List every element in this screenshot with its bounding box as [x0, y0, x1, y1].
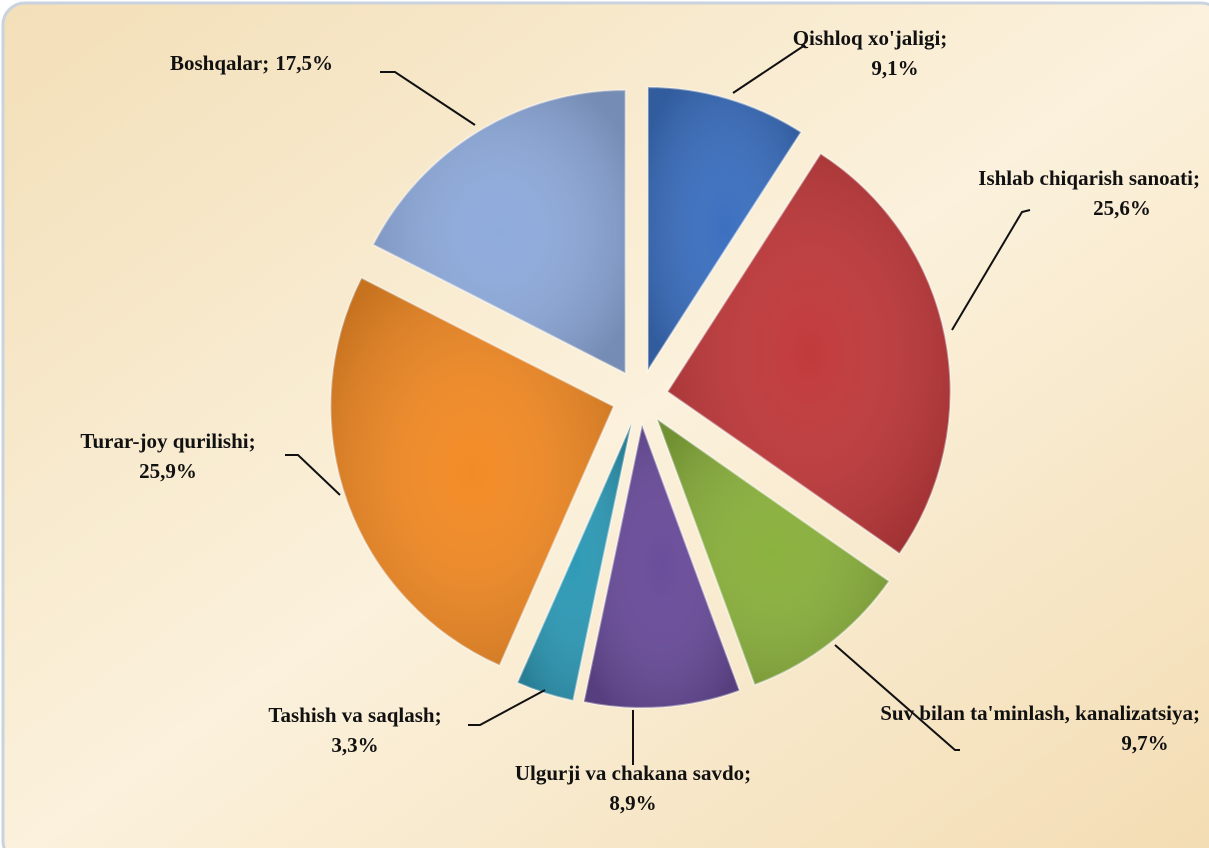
- leader-line: [834, 644, 960, 751]
- data-label: Ulgurji va chakana savdo; 8,9%: [515, 761, 751, 815]
- category-label: Ishlab chiqarish sanoati;: [978, 166, 1200, 190]
- leader-line: [732, 44, 806, 94]
- data-label: Suv bilan ta'minlash, kanalizatsiya; 9,7%: [880, 701, 1200, 755]
- value-label: 8,9%: [609, 791, 656, 815]
- data-label: Turar-joy qurilishi; 25,9%: [80, 429, 255, 483]
- category-label: Boshqalar;: [170, 51, 269, 75]
- leader-line: [285, 454, 341, 496]
- data-label: Boshqalar; 17,5%: [170, 51, 333, 75]
- value-label: 25,6%: [1093, 196, 1151, 220]
- leader-line: [380, 71, 476, 126]
- leader-line: [468, 689, 546, 726]
- data-label: Qishloq xo'jaligi; 9,1%: [793, 26, 948, 80]
- leader-line: [951, 209, 1031, 331]
- category-label: Suv bilan ta'minlash, kanalizatsiya;: [880, 701, 1200, 725]
- value-label: 17,5%: [275, 51, 333, 75]
- category-label: Turar-joy qurilishi;: [80, 429, 255, 453]
- category-label: Tashish va saqlash;: [268, 703, 441, 727]
- value-label: 9,1%: [871, 56, 918, 80]
- value-label: 9,7%: [1121, 731, 1168, 755]
- value-label: 25,9%: [139, 459, 197, 483]
- value-label: 3,3%: [331, 733, 378, 757]
- data-label: Ishlab chiqarish sanoati; 25,6%: [978, 166, 1200, 220]
- data-label: Tashish va saqlash; 3,3%: [268, 703, 441, 757]
- category-label: Qishloq xo'jaligi;: [793, 26, 948, 50]
- category-label: Ulgurji va chakana savdo;: [515, 761, 751, 785]
